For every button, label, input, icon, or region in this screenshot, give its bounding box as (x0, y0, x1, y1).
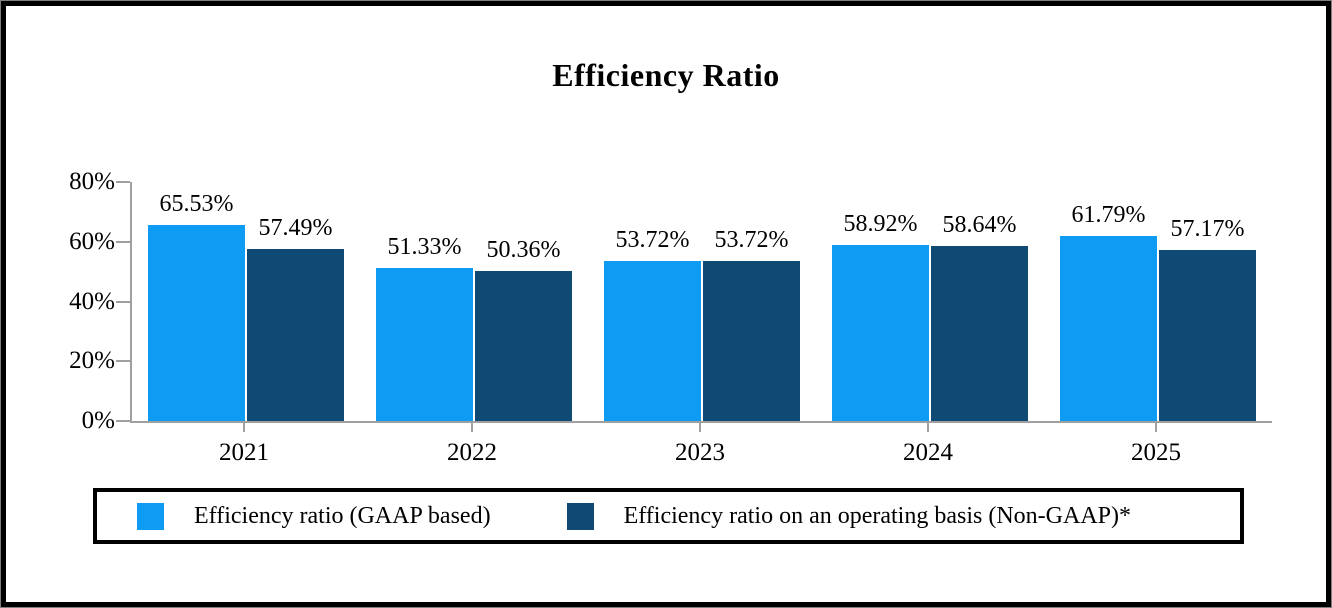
bar-value-label: 61.79% (1071, 202, 1146, 229)
y-tick-mark (116, 300, 130, 303)
legend-label-1: Efficiency ratio (GAAP based) (194, 503, 491, 529)
y-tick-label: 80% (69, 168, 115, 195)
legend-entry-1: Efficiency ratio (GAAP based) (137, 502, 491, 530)
x-tick-mark (1155, 421, 1157, 432)
bar-2023-series1: 53.72% (604, 227, 701, 421)
legend-swatch-2 (566, 502, 594, 530)
x-tick-mark (699, 421, 701, 432)
bar-2022-series2: 50.36% (475, 237, 572, 421)
bar-group-2022: 51.33% 50.36% (360, 182, 588, 421)
bar-2023-series2: 53.72% (703, 227, 800, 421)
bar-2024-series1: 58.92% (832, 211, 929, 421)
bar-value-label: 58.92% (843, 210, 918, 237)
bar-value-label: 53.72% (714, 226, 789, 253)
x-label-2021: 2021 (219, 439, 269, 466)
legend-swatch-1 (137, 502, 164, 530)
y-tick-label: 20% (69, 347, 115, 375)
bar-value-label: 57.17% (1170, 216, 1245, 243)
x-label-2022: 2022 (447, 439, 497, 466)
y-tick-mark (116, 181, 130, 183)
y-tick-mark (116, 360, 130, 363)
legend: Efficiency ratio (GAAP based) Efficiency … (93, 488, 1244, 544)
x-tick-mark (927, 421, 929, 432)
y-tick-label: 40% (69, 287, 115, 315)
bar-group-2025: 61.79% 57.17% (1044, 182, 1272, 421)
bar-group-2023: 53.72% 53.72% (588, 182, 816, 421)
bar-2022-series1: 51.33% (376, 234, 473, 421)
bar-value-label: 65.53% (159, 191, 234, 218)
bar-2025-series1: 61.79% (1060, 202, 1157, 421)
x-axis-labels: 2021 2022 2023 2024 2025 (130, 438, 1270, 468)
y-tick-label: 0% (81, 407, 115, 434)
x-tick-mark (471, 421, 473, 432)
bar-value-label: 53.72% (615, 226, 690, 253)
bar-2024-series2: 58.64% (931, 212, 1028, 421)
bar-value-label: 50.36% (486, 236, 561, 263)
legend-label-2: Efficiency ratio on an operating basis (… (623, 503, 1131, 529)
bar-2021-series1: 65.53% (148, 191, 245, 421)
x-label-2023: 2023 (675, 439, 725, 466)
x-label-2024: 2024 (903, 439, 953, 466)
plot-area: 65.53% 57.49% 51.33% 50.36% 53.72% 53.72% 58.9… (130, 182, 1272, 423)
x-tick-mark (243, 421, 245, 432)
bar-value-label: 51.33% (387, 233, 462, 260)
y-tick-label: 60% (69, 227, 115, 255)
bar-value-label: 57.49% (258, 215, 333, 242)
x-label-2025: 2025 (1131, 439, 1181, 466)
chart-title: Efficiency Ratio (552, 57, 780, 93)
y-tick-mark (116, 240, 130, 243)
legend-entry-2: Efficiency ratio on an operating basis (… (566, 502, 1131, 530)
bar-2021-series2: 57.49% (247, 215, 344, 421)
bar-group-2024: 58.92% 58.64% (816, 182, 1044, 421)
bar-value-label: 58.64% (942, 211, 1017, 238)
bar-group-2021: 65.53% 57.49% (132, 182, 360, 421)
bar-2025-series2: 57.17% (1159, 216, 1256, 421)
y-tick-mark (116, 420, 130, 422)
